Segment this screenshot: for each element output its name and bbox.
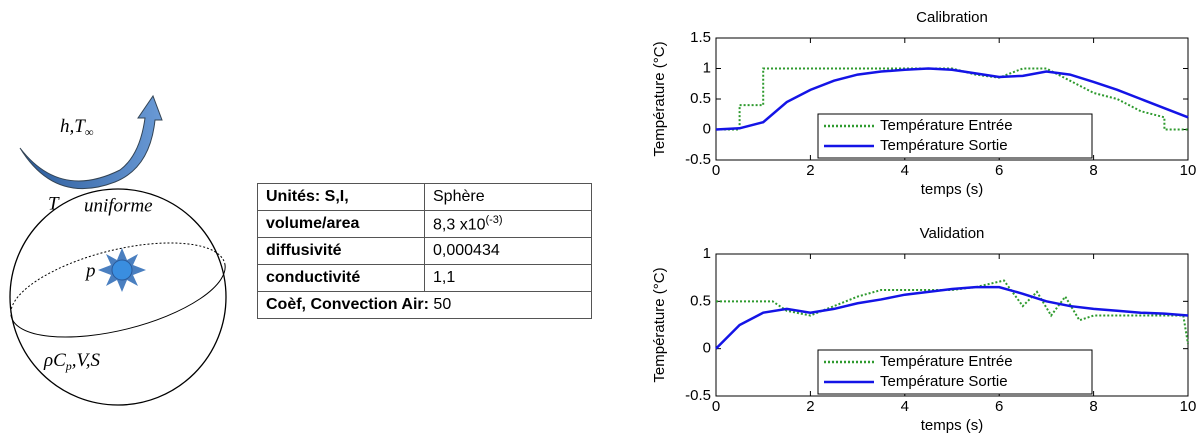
x-tick-label: 6 <box>995 398 1003 415</box>
table-cell: Unités: S,I, <box>257 183 425 211</box>
table-row: volume/area 8,3 x10(-3) <box>257 210 592 238</box>
x-tick-label: 2 <box>806 398 814 415</box>
t-label: T <box>48 193 60 214</box>
table-cell: 0,000434 <box>424 237 592 265</box>
legend-label: Température Entrée <box>880 117 1013 134</box>
x-tick-label: 6 <box>995 162 1003 179</box>
sphere-diagram: h,T∞ T uniforme p ρCp,V,S <box>9 94 227 406</box>
table-cell: volume/area <box>257 210 425 238</box>
series-line <box>716 279 1189 345</box>
y-tick-label: 0 <box>703 120 711 137</box>
heat-arrow <box>19 94 163 189</box>
table-cell: 8,3 x10(-3) <box>424 210 592 238</box>
series-line <box>715 67 1189 131</box>
p-label: p <box>84 260 96 281</box>
y-axis-label: Température (°C) <box>651 41 668 156</box>
table-cell: 1,1 <box>424 264 592 292</box>
chart-title: Validation <box>920 225 985 242</box>
properties-table: Unités: S,I, Sphère volume/area 8,3 x10(-3)… <box>257 183 592 319</box>
x-tick-label: 8 <box>1089 162 1097 179</box>
cell-value: 50 <box>433 296 452 313</box>
legend-label: Température Entrée <box>880 353 1013 370</box>
x-tick-label: 10 <box>1180 162 1197 179</box>
x-axis-label: temps (s) <box>921 417 984 434</box>
y-tick-label: 0.5 <box>690 292 711 309</box>
x-tick-label: 8 <box>1089 398 1097 415</box>
table-row: Coèf, Convection Air: 50 <box>257 291 592 319</box>
y-axis-label: Température (°C) <box>651 267 668 382</box>
x-tick-label: 2 <box>806 162 814 179</box>
table-row: Unités: S,I, Sphère <box>257 183 592 211</box>
x-tick-label: 10 <box>1180 398 1197 415</box>
y-tick-label: 0 <box>703 340 711 357</box>
legend-box <box>817 113 1093 159</box>
properties-label: ρCp,V,S <box>43 350 100 372</box>
table-row: conductivité 1,1 <box>257 264 592 292</box>
x-tick-label: 4 <box>901 398 909 415</box>
chart-title: Calibration <box>916 9 988 26</box>
heat-label: h,T∞ <box>60 116 94 138</box>
y-tick-label: -0.5 <box>685 387 711 404</box>
x-tick-label: 0 <box>712 162 720 179</box>
x-axis-label: temps (s) <box>921 181 984 198</box>
x-tick-label: 0 <box>712 398 720 415</box>
y-tick-label: -0.5 <box>685 151 711 168</box>
ellipse-front <box>10 263 226 338</box>
legend-label: Température Sortie <box>880 373 1008 390</box>
ellipse-back <box>10 242 226 317</box>
cell-text: 8,3 x10 <box>433 216 486 234</box>
table-cell: diffusivité <box>257 237 425 265</box>
y-tick-label: 1 <box>703 245 711 262</box>
sphere <box>9 188 227 406</box>
y-tick-label: 1 <box>703 59 711 76</box>
plot-frame <box>715 253 1189 397</box>
table-cell: Sphère <box>424 183 592 211</box>
cell-label: Coèf, Convection Air: <box>266 296 429 313</box>
series-line <box>715 285 1189 350</box>
cell-superscript: (-3) <box>485 213 503 226</box>
legend-box <box>817 349 1093 395</box>
y-tick-label: 1.5 <box>690 29 711 46</box>
table-cell: conductivité <box>257 264 425 292</box>
heat-source <box>98 248 146 292</box>
legend-label: Température Sortie <box>880 137 1008 154</box>
x-tick-label: 4 <box>901 162 909 179</box>
y-tick-label: 0.5 <box>690 90 711 107</box>
table-row: diffusivité 0,000434 <box>257 237 592 265</box>
table-cell: Coèf, Convection Air: 50 <box>257 291 592 319</box>
uniform-label: uniforme <box>84 195 153 216</box>
